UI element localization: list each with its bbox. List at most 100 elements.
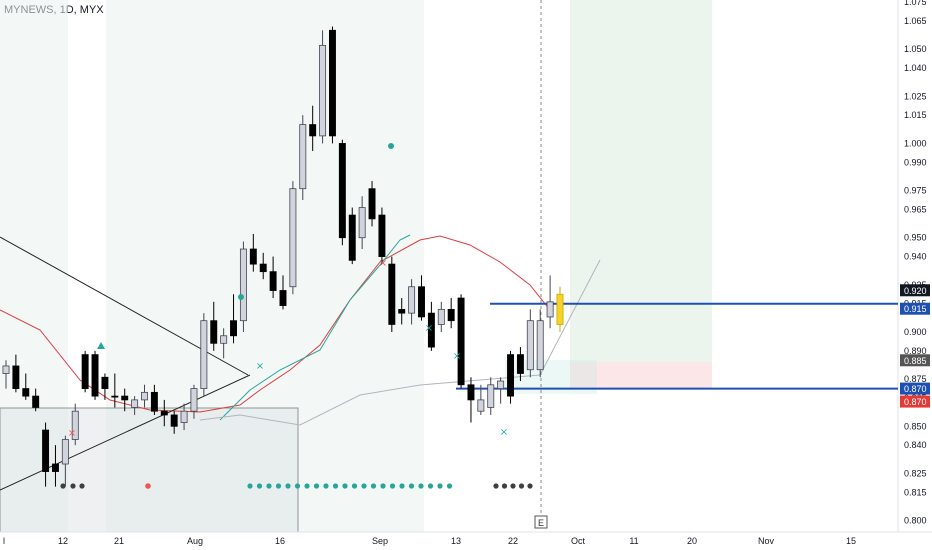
candle	[81, 350, 89, 393]
candle-body	[121, 395, 129, 401]
signal-dot	[79, 483, 85, 489]
candle-body	[141, 391, 148, 401]
candle	[269, 256, 277, 299]
candle	[200, 313, 208, 397]
y-tick-label: 0.940	[904, 252, 927, 262]
candle-body	[388, 263, 396, 325]
candle-body	[150, 391, 158, 412]
price-label-bg	[900, 395, 930, 408]
candle-body	[200, 320, 208, 389]
candle	[546, 275, 554, 329]
candle-body	[2, 365, 10, 374]
signal-dot	[294, 483, 301, 489]
up-arrow-icon	[97, 342, 105, 349]
candle-body	[319, 44, 327, 137]
candle-body	[408, 286, 416, 314]
candle-body	[131, 399, 139, 408]
candle	[526, 309, 534, 378]
signal-dot	[527, 483, 533, 489]
candle	[32, 388, 40, 412]
y-tick-label: 0.990	[904, 157, 927, 167]
candle	[328, 26, 336, 144]
candle-body	[437, 308, 445, 325]
candle	[160, 399, 168, 427]
signal-dot	[408, 483, 415, 489]
price-label-bg	[900, 382, 930, 395]
candle	[388, 256, 396, 332]
signal-dot	[342, 483, 348, 489]
candle-body	[368, 188, 376, 220]
candle-body	[190, 388, 198, 412]
candle-body	[526, 320, 534, 371]
range-box	[0, 407, 299, 533]
candle	[427, 301, 435, 351]
candle-body	[101, 376, 109, 389]
signal-dot	[275, 483, 282, 489]
candle	[437, 301, 445, 332]
signal-dot	[145, 483, 151, 489]
candle	[220, 328, 228, 359]
x-tick-label: 22	[508, 536, 518, 546]
y-tick-label: 0.815	[904, 487, 927, 497]
signal-dot	[418, 483, 424, 489]
candle-body	[328, 29, 336, 137]
candle	[101, 373, 109, 400]
candle	[180, 403, 188, 431]
trendline	[0, 374, 251, 491]
y-tick-label: 1.000	[904, 138, 927, 148]
candle	[61, 435, 69, 487]
candle-body	[536, 320, 544, 371]
x-tick-label: Oct	[571, 536, 586, 546]
stop-zone	[570, 362, 712, 388]
y-tick-label: 0.890	[904, 346, 927, 356]
candle	[239, 241, 247, 332]
price-label-text: 0.870	[904, 397, 927, 407]
signal-dot	[427, 483, 434, 489]
y-tick-label: 1.075	[904, 0, 927, 7]
price-label-bg	[900, 302, 930, 315]
candle	[22, 373, 30, 400]
candle-body	[22, 388, 30, 397]
candle	[141, 384, 148, 408]
candle-body	[111, 395, 119, 398]
candle	[299, 115, 307, 200]
candle-body	[12, 365, 20, 389]
candle-body	[378, 214, 386, 257]
candle	[556, 286, 564, 332]
signal-dot	[501, 483, 508, 489]
x-tick-label: 20	[687, 536, 697, 546]
candle	[71, 403, 79, 446]
x-tick-label: 21	[114, 536, 124, 546]
signal-dot	[247, 483, 253, 489]
y-axis: 1.075 1.065 1.050 1.040 1.025 1.015 1.000 0.990…	[897, 0, 927, 532]
candle-body	[338, 143, 346, 239]
candle-body	[32, 395, 40, 408]
y-tick-label: 1.050	[904, 44, 927, 54]
candle	[150, 384, 158, 415]
price-label-text: 0.885	[904, 356, 927, 366]
cross-marker-icon: ×	[500, 427, 508, 438]
price-label: 0.870	[900, 382, 930, 395]
candle-body	[427, 312, 435, 348]
candle	[170, 411, 178, 434]
candle	[319, 30, 327, 144]
x-tick-label: Nov	[758, 536, 775, 546]
x-tick-label: 11	[629, 536, 638, 546]
candle	[91, 350, 99, 400]
price-label-text: 0.920	[904, 286, 927, 296]
x-axis: l 12 21 Aug 16 Sep 13 22 Oct 11 20 Nov 15	[0, 531, 932, 546]
candle	[516, 347, 524, 382]
signal-dot	[313, 483, 320, 489]
price-label-bg	[900, 284, 930, 297]
signal-dot	[380, 483, 386, 489]
candle-body	[51, 463, 59, 472]
y-tick-label: 0.975	[904, 186, 927, 196]
x-tick-label: l	[3, 536, 5, 546]
candle	[2, 360, 10, 389]
candle	[398, 298, 406, 325]
cross-marker-icon: ×	[256, 361, 264, 372]
signal-dot	[389, 483, 396, 489]
y-tick-label: 1.040	[904, 63, 927, 73]
candle-body	[556, 293, 564, 325]
